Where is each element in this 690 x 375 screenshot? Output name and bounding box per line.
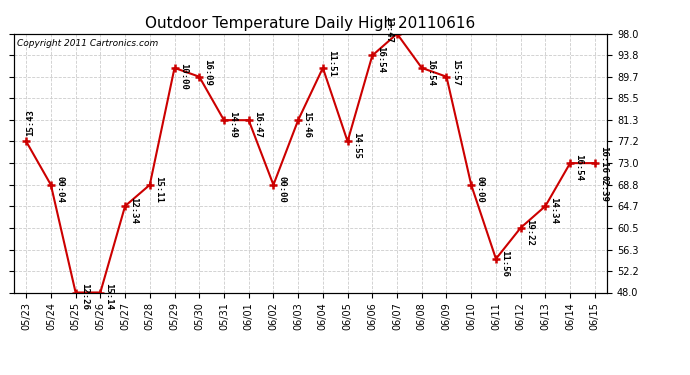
Text: 14:55: 14:55 xyxy=(352,132,361,159)
Text: 15:46: 15:46 xyxy=(302,111,311,138)
Text: 00:04: 00:04 xyxy=(55,176,64,202)
Text: 16:54: 16:54 xyxy=(377,46,386,73)
Text: 12:26: 12:26 xyxy=(80,283,89,310)
Text: 15:57: 15:57 xyxy=(451,59,460,86)
Text: 16:54: 16:54 xyxy=(574,154,583,181)
Text: 15:11: 15:11 xyxy=(154,176,163,202)
Title: Outdoor Temperature Daily High 20110616: Outdoor Temperature Daily High 20110616 xyxy=(146,16,475,31)
Text: 12:34: 12:34 xyxy=(129,197,138,223)
Text: 11:51: 11:51 xyxy=(327,50,336,77)
Text: 10:00: 10:00 xyxy=(179,63,188,90)
Text: 16:09: 16:09 xyxy=(204,59,213,86)
Text: 14:49: 14:49 xyxy=(228,111,237,138)
Text: 13:47: 13:47 xyxy=(384,16,393,43)
Text: 15:14: 15:14 xyxy=(104,283,113,310)
Text: 19:22: 19:22 xyxy=(525,219,534,245)
Text: 16:16: 16:16 xyxy=(599,146,608,172)
Text: 14:34: 14:34 xyxy=(549,197,558,223)
Text: 02:39: 02:39 xyxy=(599,175,608,202)
Text: Copyright 2011 Cartronics.com: Copyright 2011 Cartronics.com xyxy=(17,39,158,48)
Text: 00:00: 00:00 xyxy=(475,176,484,202)
Text: 16:47: 16:47 xyxy=(253,111,262,138)
Text: 00:00: 00:00 xyxy=(277,176,286,202)
Text: 11:56: 11:56 xyxy=(500,250,509,276)
Text: 16:54: 16:54 xyxy=(426,58,435,86)
Text: 15:43: 15:43 xyxy=(26,109,35,136)
